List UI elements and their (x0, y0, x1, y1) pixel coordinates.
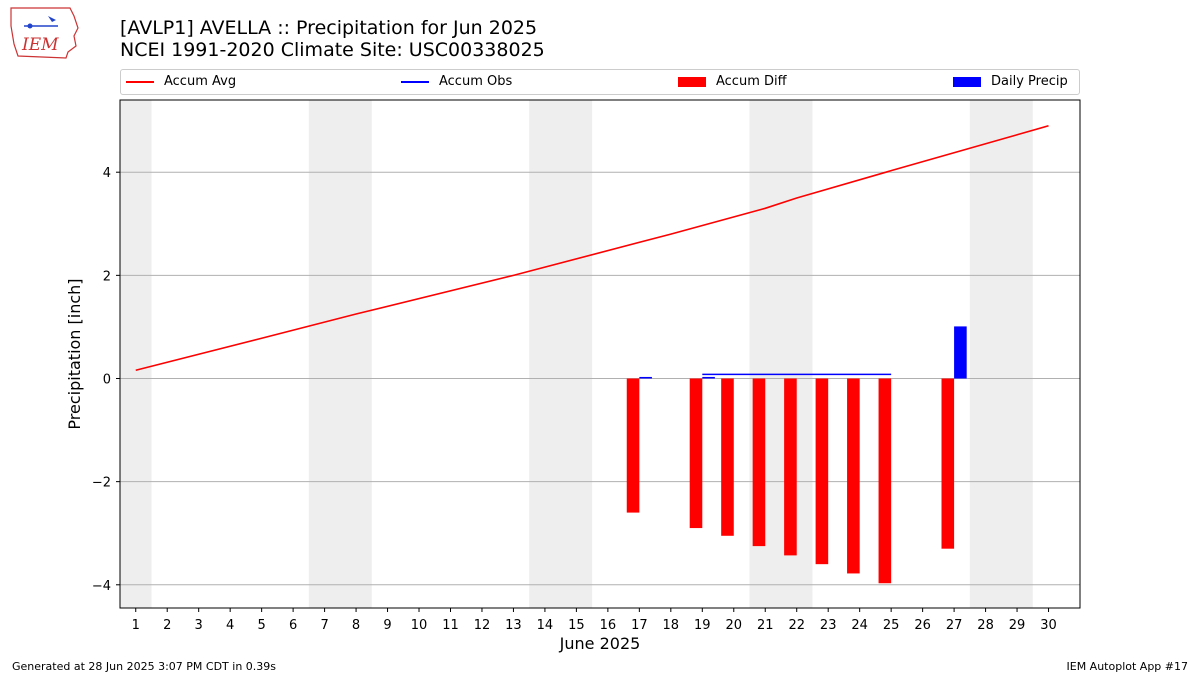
legend-item-daily-precip: Daily Precip (953, 74, 1068, 89)
x-tick-label: 10 (411, 618, 428, 633)
x-tick-label: 29 (1009, 618, 1026, 633)
app-label: IEM Autoplot App #17 (1066, 660, 1189, 673)
x-tick-label: 28 (977, 618, 994, 633)
legend-swatch-accum-diff (678, 76, 706, 87)
x-tick-label: 13 (505, 618, 522, 633)
legend-item-accum-obs: Accum Obs (401, 74, 512, 89)
legend-swatch-accum-avg (126, 80, 154, 83)
x-tick-label: 12 (474, 618, 491, 633)
x-tick-label: 27 (946, 618, 963, 633)
accum-diff-bar (721, 378, 734, 536)
weekend-band (529, 100, 593, 608)
x-tick-label: 22 (788, 618, 805, 633)
legend-label-accum-obs: Accum Obs (439, 74, 513, 89)
accum-diff-bar (815, 378, 829, 565)
x-tick-label: 16 (600, 618, 617, 633)
daily-precip-bar (702, 376, 715, 379)
y-tick-label: 2 (103, 269, 111, 284)
x-tick-label: 8 (352, 618, 360, 633)
legend-label-accum-avg: Accum Avg (164, 74, 237, 89)
accum-diff-bar (941, 378, 955, 549)
x-tick-label: 14 (537, 618, 554, 633)
x-tick-label: 21 (757, 618, 774, 633)
x-tick-label: 11 (442, 618, 459, 633)
x-tick-label: 24 (851, 618, 868, 633)
daily-precip-bar (954, 326, 967, 379)
accum-diff-bar (847, 378, 860, 574)
x-tick-label: 26 (914, 618, 931, 633)
daily-precip-bar (639, 376, 652, 379)
accum-diff-bar (878, 378, 892, 584)
x-tick-label: 7 (320, 618, 328, 633)
x-tick-label: 18 (663, 618, 680, 633)
svg-text:IEM: IEM (21, 35, 59, 55)
x-tick-label: 6 (289, 618, 297, 633)
x-tick-label: 15 (568, 618, 585, 633)
accum-diff-bar (784, 378, 797, 556)
accum-diff-bar (689, 378, 703, 529)
x-tick-label: 17 (631, 618, 648, 633)
legend-swatch-accum-obs (401, 80, 429, 83)
x-tick-label: 2 (163, 618, 171, 633)
x-tick-label: 1 (132, 618, 140, 633)
y-tick-label: −2 (92, 476, 111, 491)
chart-title-line-2: NCEI 1991-2020 Climate Site: USC00338025 (120, 39, 545, 61)
weekend-band (308, 100, 372, 608)
x-tick-label: 19 (694, 618, 711, 633)
legend-swatch-daily-precip (953, 76, 981, 87)
legend-label-daily-precip: Daily Precip (991, 74, 1068, 89)
x-tick-label: 25 (883, 618, 900, 633)
y-axis-label: Precipitation [inch] (65, 278, 84, 429)
y-tick-label: −4 (92, 579, 111, 594)
chart-title: [AVLP1] AVELLA :: Precipitation for Jun … (120, 17, 545, 61)
weekend-band (969, 100, 1033, 608)
legend-item-accum-avg: Accum Avg (126, 74, 236, 89)
x-tick-label: 30 (1040, 618, 1057, 633)
weekend-band (120, 100, 152, 608)
x-tick-label: 9 (383, 618, 391, 633)
x-tick-label: 5 (257, 618, 265, 633)
y-tick-label: 4 (103, 166, 111, 181)
accum-diff-bar (626, 378, 640, 513)
legend-label-accum-diff: Accum Diff (716, 74, 787, 89)
accum-diff-bar (752, 378, 766, 547)
accum-avg-line (135, 125, 1049, 372)
chart-title-line-1: [AVLP1] AVELLA :: Precipitation for Jun … (120, 17, 538, 39)
generated-timestamp: Generated at 28 Jun 2025 3:07 PM CDT in … (12, 660, 277, 673)
y-tick-label: 0 (103, 372, 111, 387)
legend-item-accum-diff: Accum Diff (678, 74, 787, 89)
iem-logo-icon: IEM (8, 6, 80, 60)
plot-frame (119, 99, 1081, 609)
x-tick-label: 3 (195, 618, 203, 633)
x-tick-label: 23 (820, 618, 837, 633)
chart-legend: Accum Avg Accum Obs Accum Diff Daily Pre… (120, 69, 1080, 95)
x-tick-label: 4 (226, 618, 234, 633)
x-tick-label: 20 (725, 618, 742, 633)
x-axis-label: June 2025 (559, 634, 641, 653)
